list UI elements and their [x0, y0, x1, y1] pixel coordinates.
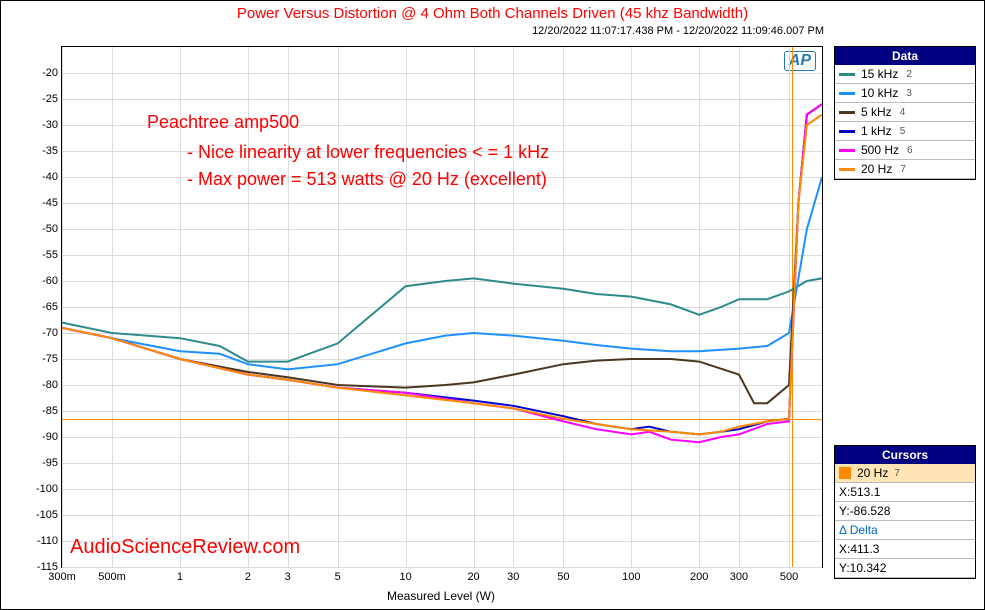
y-tick-label: -105	[36, 509, 62, 521]
legend-suffix: 6	[907, 145, 913, 156]
series-line	[62, 177, 822, 369]
cursor-y-value: Y:-86.528	[835, 502, 975, 521]
legend-label: 1 kHz	[861, 124, 892, 138]
watermark-text: AudioScienceReview.com	[70, 536, 300, 559]
legend-title: Data	[835, 47, 975, 65]
legend-swatch-icon	[839, 168, 855, 171]
cursor-selected-suffix: 7	[894, 468, 900, 479]
legend-swatch-icon	[839, 149, 855, 152]
y-tick-label: -60	[42, 275, 62, 287]
chart-title: Power Versus Distortion @ 4 Ohm Both Cha…	[1, 5, 984, 22]
x-tick-label: 5	[335, 567, 341, 583]
legend-swatch-icon	[839, 111, 855, 114]
cursors-panel: Cursors 20 Hz 7 X:513.1 Y:-86.528 Δ Delt…	[834, 445, 976, 579]
y-tick-label: -35	[42, 145, 62, 157]
legend-item[interactable]: 5 kHz 4	[835, 103, 975, 122]
legend-label: 20 Hz	[861, 162, 892, 176]
legend-suffix: 5	[900, 126, 906, 137]
x-axis-label: Measured Level (W)	[61, 589, 821, 603]
legend-item[interactable]: 500 Hz 6	[835, 141, 975, 160]
y-tick-label: -25	[42, 93, 62, 105]
y-tick-label: -100	[36, 483, 62, 495]
cursor-x-value: X:513.1	[835, 483, 975, 502]
legend-item[interactable]: 15 kHz 2	[835, 65, 975, 84]
y-tick-label: -75	[42, 353, 62, 365]
y-tick-label: -110	[37, 535, 62, 547]
x-tick-label: 50	[557, 567, 569, 583]
cursor-swatch-icon	[839, 467, 851, 479]
x-tick-label: 20	[467, 567, 479, 583]
legend-swatch-icon	[839, 92, 855, 95]
legend-label: 10 kHz	[861, 86, 898, 100]
cursors-title: Cursors	[835, 446, 975, 464]
legend-suffix: 3	[906, 88, 912, 99]
legend-item[interactable]: 20 Hz 7	[835, 160, 975, 179]
timestamp-text: 12/20/2022 11:07:17.438 PM - 12/20/2022 …	[532, 25, 824, 37]
legend-swatch-icon	[839, 130, 855, 133]
y-tick-label: -20	[42, 67, 62, 79]
annotation-line1: - Nice linearity at lower frequencies < …	[187, 142, 549, 163]
x-tick-label: 500m	[98, 567, 126, 583]
x-tick-label: 2	[245, 567, 251, 583]
x-tick-label: 1	[177, 567, 183, 583]
cursor-selected-label: 20 Hz	[857, 466, 888, 480]
x-tick-label: 300m	[48, 567, 76, 583]
legend-item[interactable]: 1 kHz 5	[835, 122, 975, 141]
chart-container: Power Versus Distortion @ 4 Ohm Both Cha…	[0, 0, 985, 610]
annotation-main: Peachtree amp500	[147, 112, 299, 133]
x-tick-label: 100	[622, 567, 640, 583]
x-tick-label: 500	[780, 567, 798, 583]
legend-label: 15 kHz	[861, 67, 898, 81]
legend-suffix: 7	[900, 164, 906, 175]
y-tick-label: -95	[42, 457, 62, 469]
cursor-delta-label: Δ Delta	[835, 521, 975, 540]
plot-area[interactable]: AP -20-25-30-35-40-45-50-55-60-65-70-75-…	[61, 46, 823, 568]
y-tick-label: -40	[42, 171, 62, 183]
y-tick-label: -50	[42, 223, 62, 235]
x-tick-label: 30	[507, 567, 519, 583]
legend-suffix: 2	[906, 69, 912, 80]
x-tick-label: 3	[285, 567, 291, 583]
legend-label: 500 Hz	[861, 143, 899, 157]
y-tick-label: -65	[42, 301, 62, 313]
y-tick-label: -85	[42, 405, 62, 417]
y-tick-label: -80	[42, 379, 62, 391]
cursor-dx-value: X:411.3	[835, 540, 975, 559]
y-tick-label: -90	[42, 431, 62, 443]
legend-suffix: 4	[900, 107, 906, 118]
legend-label: 5 kHz	[861, 105, 892, 119]
x-tick-label: 10	[400, 567, 412, 583]
y-tick-label: -45	[42, 197, 62, 209]
legend-swatch-icon	[839, 73, 855, 76]
series-line	[62, 278, 822, 361]
annotation-line2: - Max power = 513 watts @ 20 Hz (excelle…	[187, 169, 547, 190]
legend-item[interactable]: 10 kHz 3	[835, 84, 975, 103]
cursor-dy-value: Y:10.342	[835, 559, 975, 578]
x-tick-label: 300	[730, 567, 748, 583]
cursor-selected-row[interactable]: 20 Hz 7	[835, 464, 975, 483]
y-tick-label: -70	[42, 327, 62, 339]
legend-panel: Data 15 kHz 2 10 kHz 3 5 kHz 4 1 kHz 5500 Hz 6 20…	[834, 46, 976, 180]
y-tick-label: -30	[42, 119, 62, 131]
x-tick-label: 200	[690, 567, 708, 583]
y-tick-label: -55	[42, 249, 62, 261]
